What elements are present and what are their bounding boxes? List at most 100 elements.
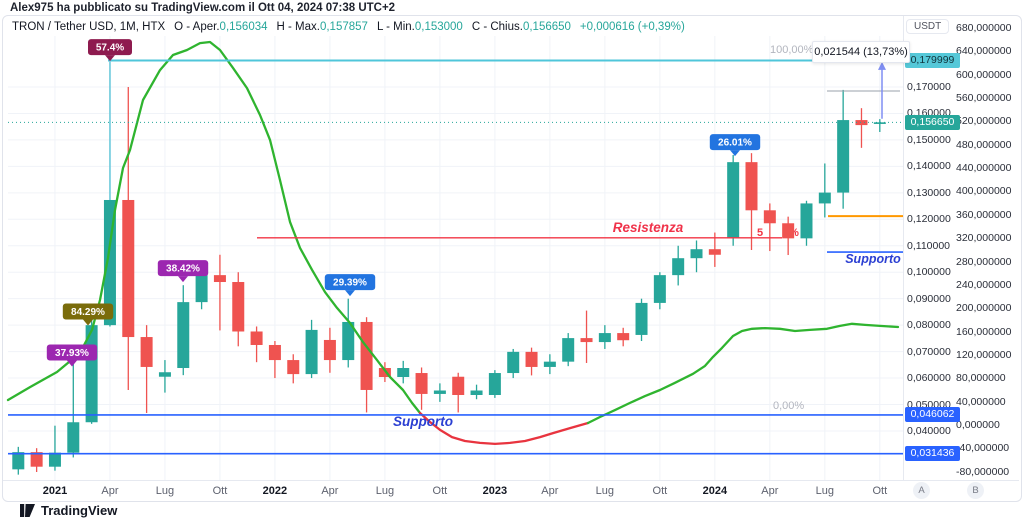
candle[interactable] — [635, 302, 648, 335]
secondary-tick-label: 360,000000 — [956, 208, 1012, 221]
secondary-tick-label: 560,000000 — [956, 92, 1012, 105]
candle[interactable] — [873, 122, 886, 124]
fib-100-label: 100,00% — [770, 44, 814, 56]
scale-b-button[interactable]: B — [967, 482, 984, 499]
time-tick-label: Ott — [432, 485, 448, 497]
secondary-tick-label: 640,000000 — [956, 45, 1012, 58]
candle[interactable] — [30, 452, 43, 467]
candle[interactable] — [690, 249, 703, 259]
candle[interactable] — [433, 390, 446, 394]
time-axis-separator — [3, 480, 1019, 481]
percent-flag[interactable]: 29.39% — [324, 274, 376, 297]
secondary-tick-label: 520,000000 — [956, 115, 1012, 128]
secondary-tick-label: 40,000000 — [956, 395, 1006, 408]
candle[interactable] — [140, 337, 153, 367]
candle[interactable] — [708, 249, 721, 255]
candle[interactable] — [323, 339, 336, 361]
candle[interactable] — [397, 368, 410, 378]
candle[interactable] — [653, 275, 666, 303]
support-right-text[interactable]: Supporto — [845, 252, 901, 266]
time-tick-label: 2021 — [42, 485, 68, 497]
tradingview-brand[interactable]: TradingView — [41, 503, 118, 518]
candle[interactable] — [507, 351, 520, 374]
ma-line[interactable] — [418, 411, 590, 446]
tradingview-logo-icon[interactable] — [20, 504, 35, 517]
ohlc-header: TRON / Tether USD, 1M, HTX O - Aper.0,156… — [12, 21, 685, 33]
currency-scale-button[interactable]: USDT — [906, 19, 950, 34]
candle[interactable] — [488, 373, 501, 395]
time-tick-label: Ott — [872, 485, 888, 497]
candle[interactable] — [617, 333, 630, 341]
projection-arrow-head — [878, 61, 886, 70]
ohlc-field: L - Min.0,153000 — [376, 21, 463, 33]
svg-text:84.29%: 84.29% — [71, 307, 105, 318]
candle[interactable] — [268, 344, 281, 361]
candle[interactable] — [672, 258, 685, 276]
secondary-tick-label: 120,000000 — [956, 348, 1012, 361]
candle[interactable] — [837, 120, 850, 193]
candle[interactable] — [177, 302, 190, 369]
ohlc-fields: O - Aper.0,156034 H - Max.0,157857 L - Min… — [165, 21, 571, 33]
candle[interactable] — [213, 275, 226, 283]
candle[interactable] — [122, 199, 135, 338]
candle[interactable] — [250, 331, 263, 345]
fib-0-label: 0,00% — [773, 400, 805, 412]
candle[interactable] — [305, 329, 318, 375]
secondary-tick-label: 240,000000 — [956, 278, 1012, 291]
price-tick-label: 0,060000 — [907, 372, 951, 385]
chart-card — [2, 15, 1022, 502]
ma-line[interactable] — [586, 322, 900, 425]
candle[interactable] — [763, 210, 776, 224]
scale-a-button[interactable]: A — [913, 482, 930, 499]
support-text[interactable]: Supporto — [393, 414, 453, 429]
price-tick-label: 0,130000 — [907, 186, 951, 199]
resistance-text[interactable]: Resistenza — [612, 220, 684, 235]
percent-flag[interactable]: 38.42% — [157, 260, 209, 283]
percent-flag[interactable]: 26.01% — [709, 134, 761, 157]
price-tick-label: 0,100000 — [907, 266, 951, 279]
candle[interactable] — [525, 351, 538, 367]
price-tick-label: 0,070000 — [907, 345, 951, 358]
candle[interactable] — [745, 162, 758, 211]
symbol-title[interactable]: TRON / Tether USD, 1M, HTX — [12, 21, 166, 33]
secondary-tick-label: -40,000000 — [956, 442, 1010, 455]
ohlc-field: O - Aper.0,156034 — [174, 21, 268, 33]
price-badge: 0,046062 — [905, 407, 960, 423]
candle[interactable] — [470, 390, 483, 395]
candle[interactable] — [452, 376, 465, 395]
candle[interactable] — [782, 223, 795, 239]
secondary-tick-label: 160,000000 — [956, 325, 1012, 338]
candle[interactable] — [195, 275, 208, 303]
candle[interactable] — [580, 338, 593, 343]
candle[interactable] — [342, 321, 355, 361]
candle[interactable] — [727, 162, 740, 239]
svg-text:37.93%: 37.93% — [55, 348, 89, 359]
hidden-percent-label-left: 5 — [757, 227, 763, 239]
percent-flag[interactable]: 84.29% — [62, 303, 114, 326]
ma-line[interactable] — [6, 40, 422, 415]
price-tick-label: 0,140000 — [907, 160, 951, 173]
candle[interactable] — [232, 282, 245, 332]
candle[interactable] — [360, 321, 373, 390]
time-tick-label: 2022 — [262, 485, 288, 497]
change-value: +0,000616 (+0,39%) — [579, 21, 685, 33]
time-tick-label: Lug — [595, 485, 615, 497]
percent-flag[interactable]: 37.93% — [46, 344, 98, 367]
candle[interactable] — [158, 372, 171, 377]
candle[interactable] — [562, 338, 575, 362]
candle[interactable] — [67, 422, 80, 453]
percent-flag[interactable]: 57.4% — [88, 39, 132, 62]
candle[interactable] — [543, 361, 556, 367]
candle[interactable] — [12, 452, 25, 470]
candle[interactable] — [378, 368, 391, 378]
measure-label[interactable]: 0,021544 (13,73%) — [812, 41, 910, 63]
candle[interactable] — [48, 452, 61, 467]
candle[interactable] — [415, 373, 428, 394]
candle[interactable] — [818, 192, 831, 204]
candle[interactable] — [287, 360, 300, 375]
secondary-tick-label: -80,000000 — [956, 465, 1010, 478]
candle[interactable] — [598, 333, 611, 343]
candle[interactable] — [800, 203, 813, 239]
candle[interactable] — [855, 120, 868, 126]
